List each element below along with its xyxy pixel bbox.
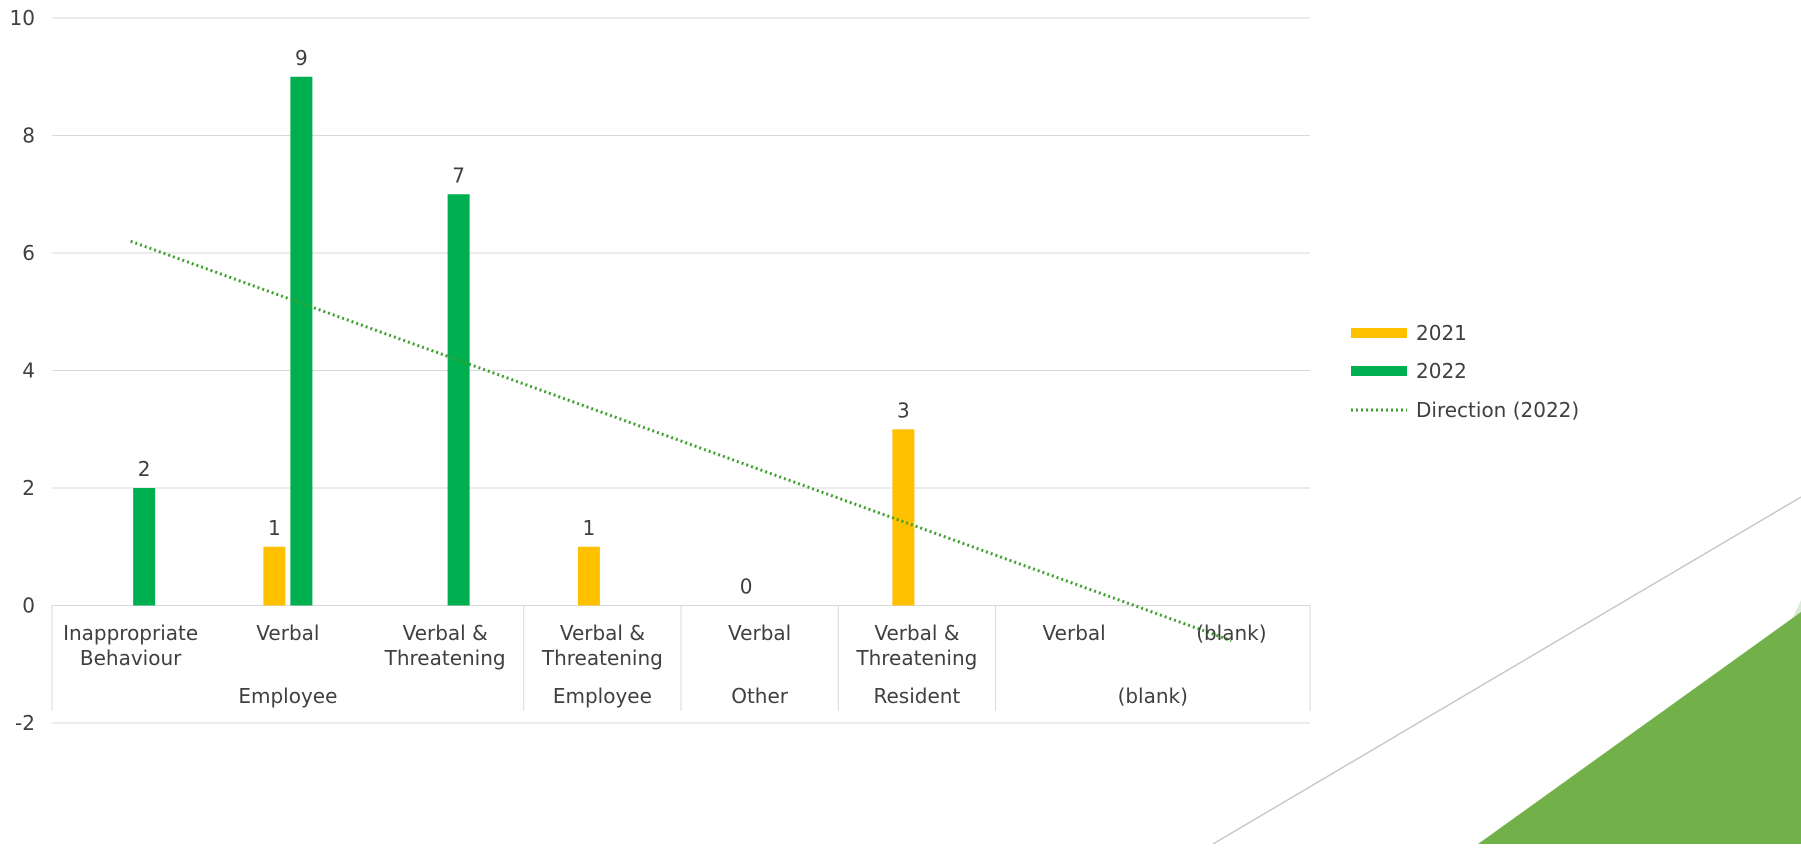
y-axis: -2 0 2 4 6 8 10 — [10, 6, 35, 735]
bar-2022-0 — [133, 488, 156, 606]
group-label: Employee — [238, 684, 337, 708]
data-label: 3 — [897, 398, 910, 422]
gridlines — [52, 17, 1310, 724]
decor-line — [1212, 496, 1801, 845]
legend-label: Direction (2022) — [1416, 398, 1579, 422]
y-tick-label: 6 — [22, 241, 35, 265]
y-tick-label: 10 — [10, 6, 35, 30]
bar-2021-3 — [577, 546, 600, 606]
legend-swatch-2021 — [1351, 328, 1407, 338]
legend: 2021 2022 Direction (2022) — [1351, 321, 1579, 422]
data-label: 1 — [583, 516, 596, 540]
data-labels: 1 1 0 3 2 9 7 — [138, 46, 910, 599]
y-tick-label: 0 — [22, 594, 35, 618]
x-axis: Inappropriate Behaviour Verbal Verbal & Thre… — [51, 605, 1311, 711]
bars — [133, 76, 915, 606]
category-label: Verbal — [1043, 621, 1106, 645]
group-label: Employee — [553, 684, 652, 708]
data-label: 0 — [740, 575, 753, 599]
category-label: Verbal — [728, 621, 791, 645]
decorative-corner — [1212, 496, 1801, 845]
legend-label: 2021 — [1416, 321, 1467, 345]
decor-green-triangle — [1478, 612, 1801, 844]
y-tick-label: -2 — [15, 711, 35, 735]
category-label: Verbal — [256, 621, 319, 645]
data-label: 7 — [452, 163, 465, 187]
y-tick-label: 2 — [22, 476, 35, 500]
category-label: Inappropriate Behaviour — [63, 621, 198, 670]
category-label: (blank) — [1196, 621, 1266, 645]
trendline — [130, 239, 1232, 643]
category-label: Verbal & Threatening — [384, 621, 506, 670]
category-label: Verbal & Threatening — [541, 621, 663, 670]
legend-swatch-2022 — [1351, 366, 1407, 376]
bar-2021-5 — [892, 429, 915, 606]
bar-2022-1 — [290, 76, 313, 606]
group-label: (blank) — [1118, 684, 1188, 708]
legend-label: 2022 — [1416, 359, 1467, 383]
y-tick-label: 8 — [22, 124, 35, 148]
group-label: Other — [731, 684, 789, 708]
data-label: 2 — [138, 457, 151, 481]
group-label: Resident — [873, 684, 960, 708]
data-label: 1 — [268, 516, 281, 540]
category-label: Verbal & Threatening — [855, 621, 977, 670]
trendline-layer — [130, 239, 1232, 643]
bar-2022-2 — [447, 194, 470, 606]
bar-2021-1 — [263, 546, 286, 606]
data-label: 9 — [295, 46, 308, 70]
y-tick-label: 4 — [22, 359, 35, 383]
